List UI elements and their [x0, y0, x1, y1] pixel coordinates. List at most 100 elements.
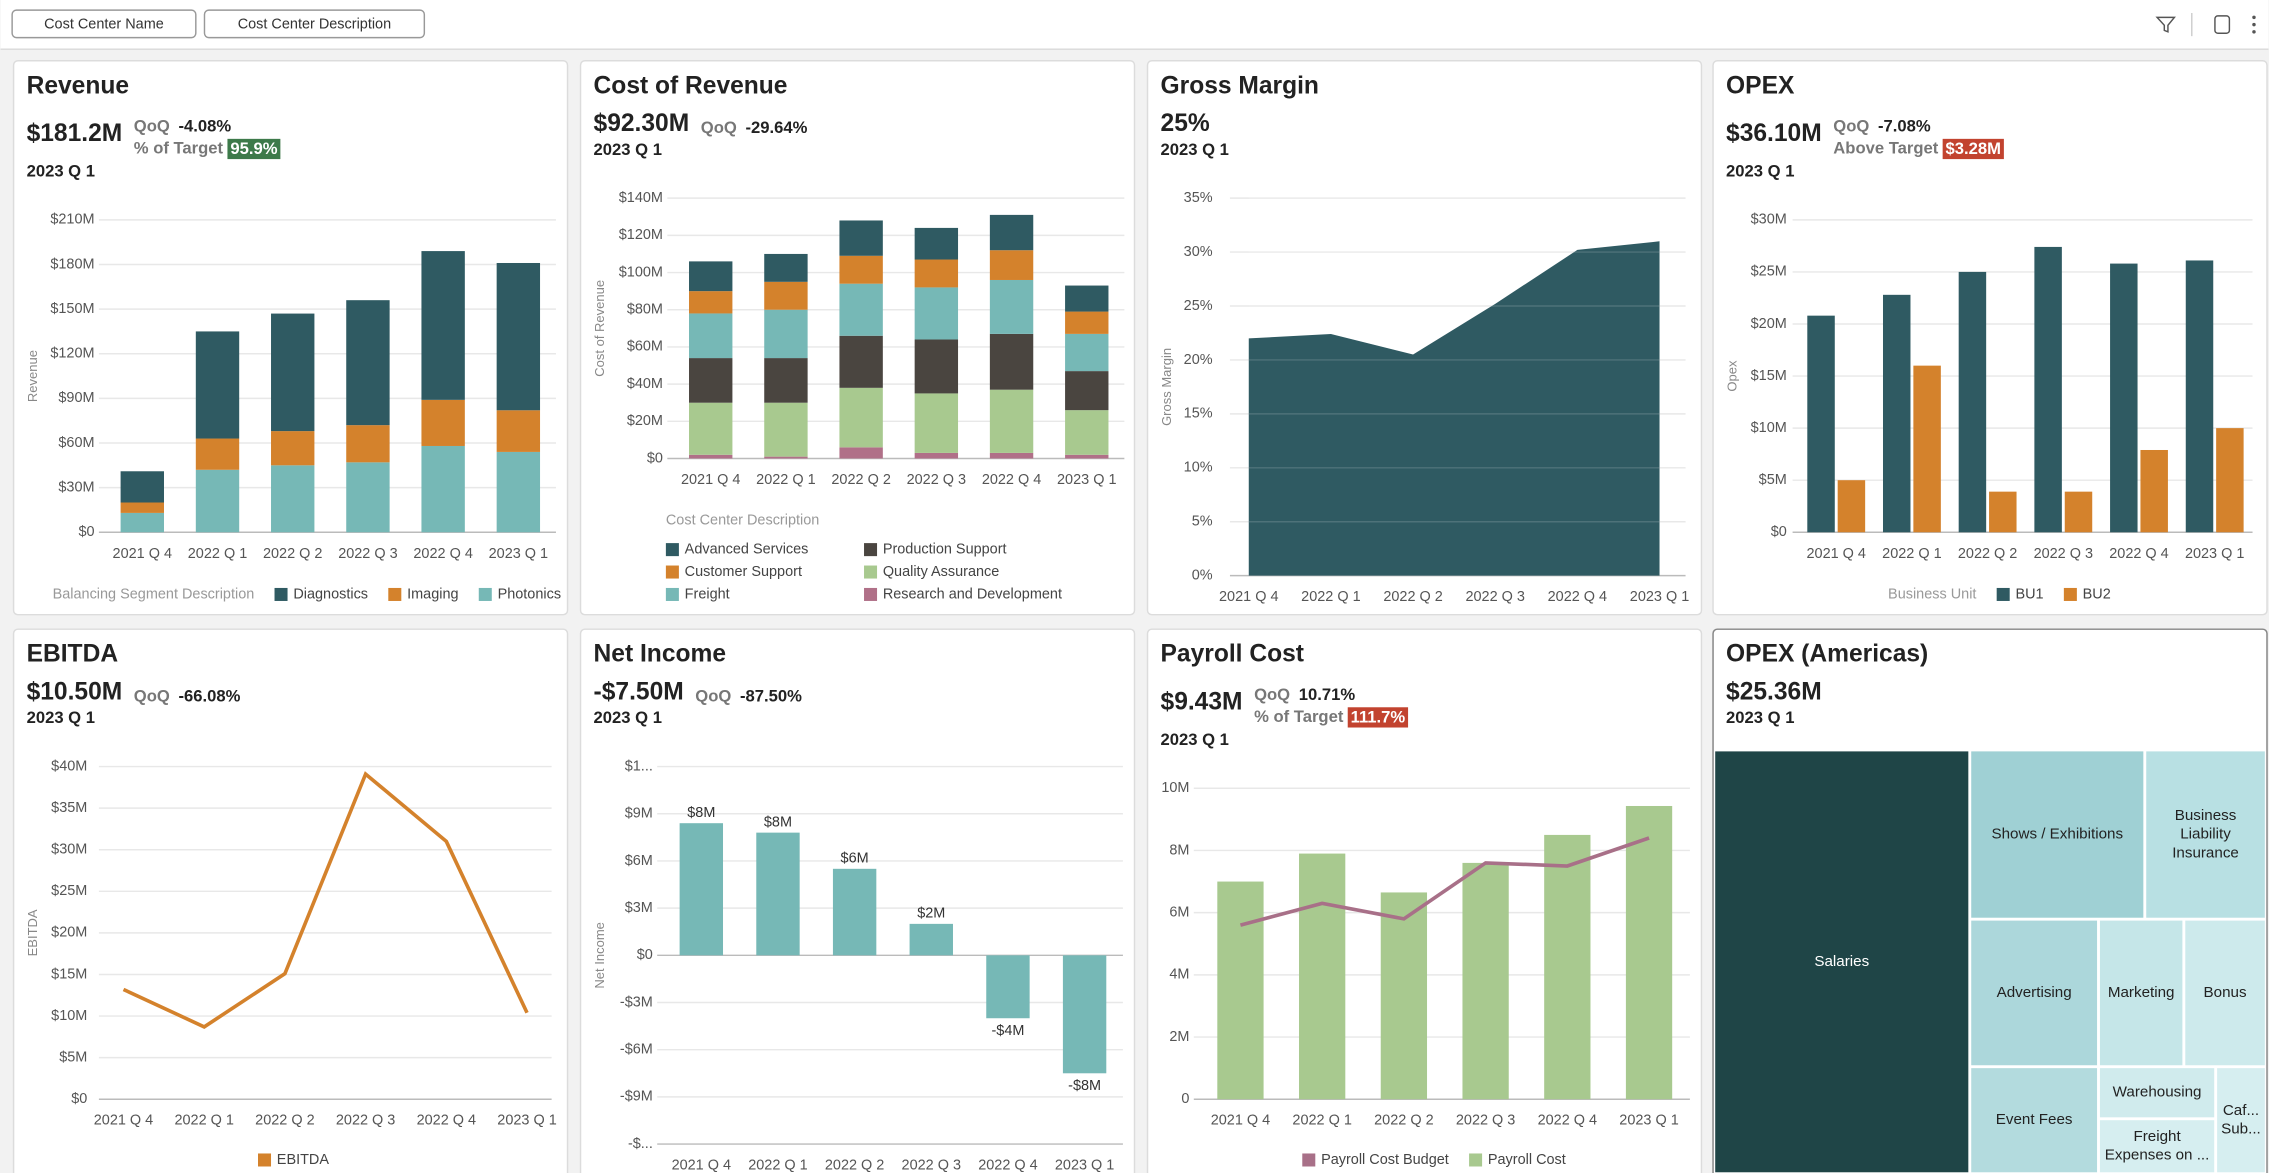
- bar-segment: [1065, 410, 1109, 455]
- bar: [679, 823, 724, 956]
- filter-button-label[interactable]: Cost Center Description: [238, 16, 391, 32]
- y-tick-label: $1...: [625, 758, 653, 774]
- kpi-target-label: Above Target: [1833, 138, 1938, 157]
- bar-segment: [689, 313, 733, 359]
- filter-button[interactable]: [11, 9, 197, 39]
- kpi-change: -66.08%: [179, 687, 241, 706]
- legend-title: Balancing Segment Description: [53, 586, 255, 602]
- bar-segment: [689, 291, 733, 314]
- legend-swatch: [258, 1153, 272, 1167]
- filter-button-label[interactable]: Cost Center Name: [44, 16, 164, 32]
- bar-segment: [914, 393, 959, 453]
- legend-title: Business Unit: [1888, 586, 1976, 602]
- kpi-target-label: % of Target: [1254, 707, 1344, 726]
- bar-segment: [271, 465, 315, 533]
- bar-segment: [989, 250, 1034, 280]
- x-tick-label: 2021 Q 4: [113, 546, 172, 562]
- x-tick-label: 2022 Q 3: [1456, 1113, 1515, 1129]
- legend-label: Customer Support: [685, 564, 802, 580]
- bar-segment: [839, 447, 883, 459]
- bar-segment: [195, 438, 240, 470]
- bar: [986, 955, 1030, 1019]
- bar: [832, 868, 877, 956]
- bar: [1544, 834, 1591, 1100]
- y-tick-label: $60M: [627, 339, 663, 355]
- bar-segment: [195, 469, 240, 533]
- y-tick-label: $25M: [51, 883, 87, 899]
- legend-swatch: [478, 587, 492, 601]
- x-tick-label: 2022 Q 4: [978, 1158, 1037, 1173]
- x-tick-label: 2022 Q 2: [1374, 1113, 1433, 1129]
- x-tick-label: 2022 Q 4: [982, 472, 1041, 488]
- legend-label: Production Support: [883, 541, 1007, 557]
- y-tick-label: $100M: [619, 264, 663, 280]
- value-label: $6M: [841, 850, 869, 866]
- y-tick-label: 20%: [1184, 352, 1213, 368]
- bar-segment: [989, 452, 1034, 459]
- treemap-label: Caf...: [2223, 1102, 2259, 1119]
- y-tick-label: 8M: [1169, 842, 1189, 858]
- panel-title: Net Income: [594, 641, 726, 668]
- x-tick-label: 2022 Q 1: [188, 546, 247, 562]
- y-tick-label: 35%: [1184, 190, 1213, 206]
- x-tick-label: 2022 Q 2: [255, 1113, 314, 1129]
- kpi-change-label: QoQ: [134, 117, 170, 136]
- x-tick-label: 2022 Q 3: [907, 472, 966, 488]
- y-tick-label: $25M: [1751, 264, 1787, 280]
- y-tick-label: $0: [647, 450, 663, 466]
- y-tick-label: $5M: [59, 1049, 87, 1065]
- line: [122, 771, 529, 1029]
- filter-icon[interactable]: [2155, 16, 2176, 33]
- treemap-cell: [2098, 1066, 2216, 1119]
- treemap-cell: [1969, 749, 2145, 920]
- bar-segment: [764, 253, 808, 282]
- bar: [1217, 881, 1264, 1100]
- bar-segment: [989, 333, 1034, 390]
- bar-segment: [195, 331, 240, 439]
- legend-label: BU1: [2015, 586, 2043, 602]
- kpi-period: 2023 Q 1: [27, 162, 95, 181]
- value-label: $8M: [764, 814, 792, 830]
- treemap-label: Freight: [2133, 1128, 2181, 1145]
- settings-icon[interactable]: [2214, 15, 2231, 34]
- panel-title: Payroll Cost: [1161, 641, 1304, 668]
- bar-segment: [839, 220, 883, 256]
- x-tick-label: 2023 Q 1: [1057, 472, 1116, 488]
- y-tick-label: $30M: [58, 479, 94, 495]
- bar: [1913, 365, 1941, 533]
- bar-segment: [764, 309, 808, 359]
- kpi-target-label: % of Target: [134, 138, 224, 157]
- kpi-target-badge: [1347, 707, 1409, 728]
- treemap-label: Advertising: [1997, 984, 2072, 1001]
- bar: [1837, 480, 1866, 533]
- legend-swatch: [864, 587, 878, 601]
- bar-segment: [120, 512, 164, 533]
- legend-swatch: [864, 543, 878, 557]
- x-tick-label: 2022 Q 4: [413, 546, 472, 562]
- legend-label: Payroll Cost Budget: [1321, 1152, 1449, 1168]
- bar: [2064, 491, 2093, 533]
- x-tick-label: 2022 Q 3: [902, 1158, 961, 1173]
- y-tick-label: $40M: [51, 758, 87, 774]
- y-tick-label: $3M: [625, 900, 653, 916]
- y-tick-label: $15M: [1751, 368, 1787, 384]
- bar: [1625, 805, 1673, 1100]
- bar-segment: [989, 389, 1034, 453]
- filter-button[interactable]: [203, 9, 426, 39]
- bar: [1299, 853, 1346, 1100]
- bar-segment: [989, 279, 1034, 334]
- x-tick-label: 2022 Q 1: [748, 1158, 807, 1173]
- kpi-period: 2023 Q 1: [1161, 730, 1229, 749]
- treemap-label: Insurance: [2172, 844, 2239, 861]
- y-tick-label: 0: [1181, 1091, 1189, 1107]
- bar: [2110, 263, 2138, 533]
- legend-label: Photonics: [498, 586, 561, 602]
- treemap-label: Event Fees: [1996, 1111, 2073, 1128]
- bar-segment: [346, 300, 390, 426]
- treemap-label: Business: [2175, 807, 2237, 824]
- kpi-change: -4.08%: [179, 117, 232, 136]
- more-icon[interactable]: [2252, 15, 2256, 34]
- legend-label: Freight: [685, 586, 730, 602]
